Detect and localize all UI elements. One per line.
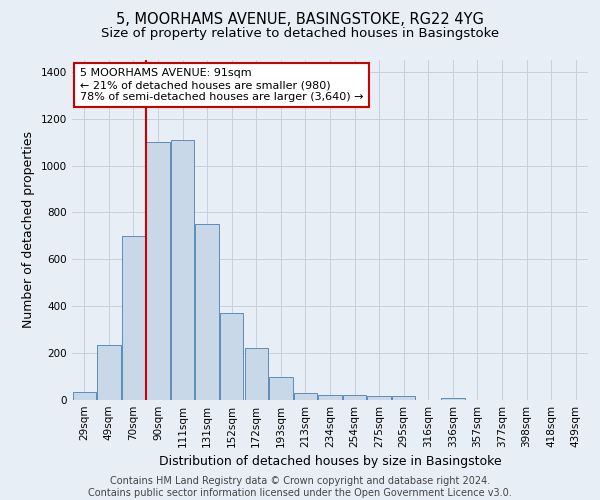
Text: Contains HM Land Registry data © Crown copyright and database right 2024.
Contai: Contains HM Land Registry data © Crown c… — [88, 476, 512, 498]
Bar — [343, 396, 366, 400]
Bar — [220, 313, 244, 400]
Bar — [122, 236, 145, 400]
Bar — [73, 392, 96, 400]
Bar — [196, 224, 219, 400]
Y-axis label: Number of detached properties: Number of detached properties — [22, 132, 35, 328]
Text: 5 MOORHAMS AVENUE: 91sqm
← 21% of detached houses are smaller (980)
78% of semi-: 5 MOORHAMS AVENUE: 91sqm ← 21% of detach… — [80, 68, 363, 102]
Bar — [367, 396, 391, 400]
Bar — [319, 396, 341, 400]
Bar — [245, 348, 268, 400]
Bar — [294, 393, 317, 400]
Bar — [269, 376, 293, 400]
Text: Size of property relative to detached houses in Basingstoke: Size of property relative to detached ho… — [101, 28, 499, 40]
Bar — [97, 345, 121, 400]
Bar — [171, 140, 194, 400]
Bar — [441, 398, 464, 400]
Bar — [146, 142, 170, 400]
Text: 5, MOORHAMS AVENUE, BASINGSTOKE, RG22 4YG: 5, MOORHAMS AVENUE, BASINGSTOKE, RG22 4Y… — [116, 12, 484, 28]
X-axis label: Distribution of detached houses by size in Basingstoke: Distribution of detached houses by size … — [158, 456, 502, 468]
Bar — [392, 396, 415, 400]
